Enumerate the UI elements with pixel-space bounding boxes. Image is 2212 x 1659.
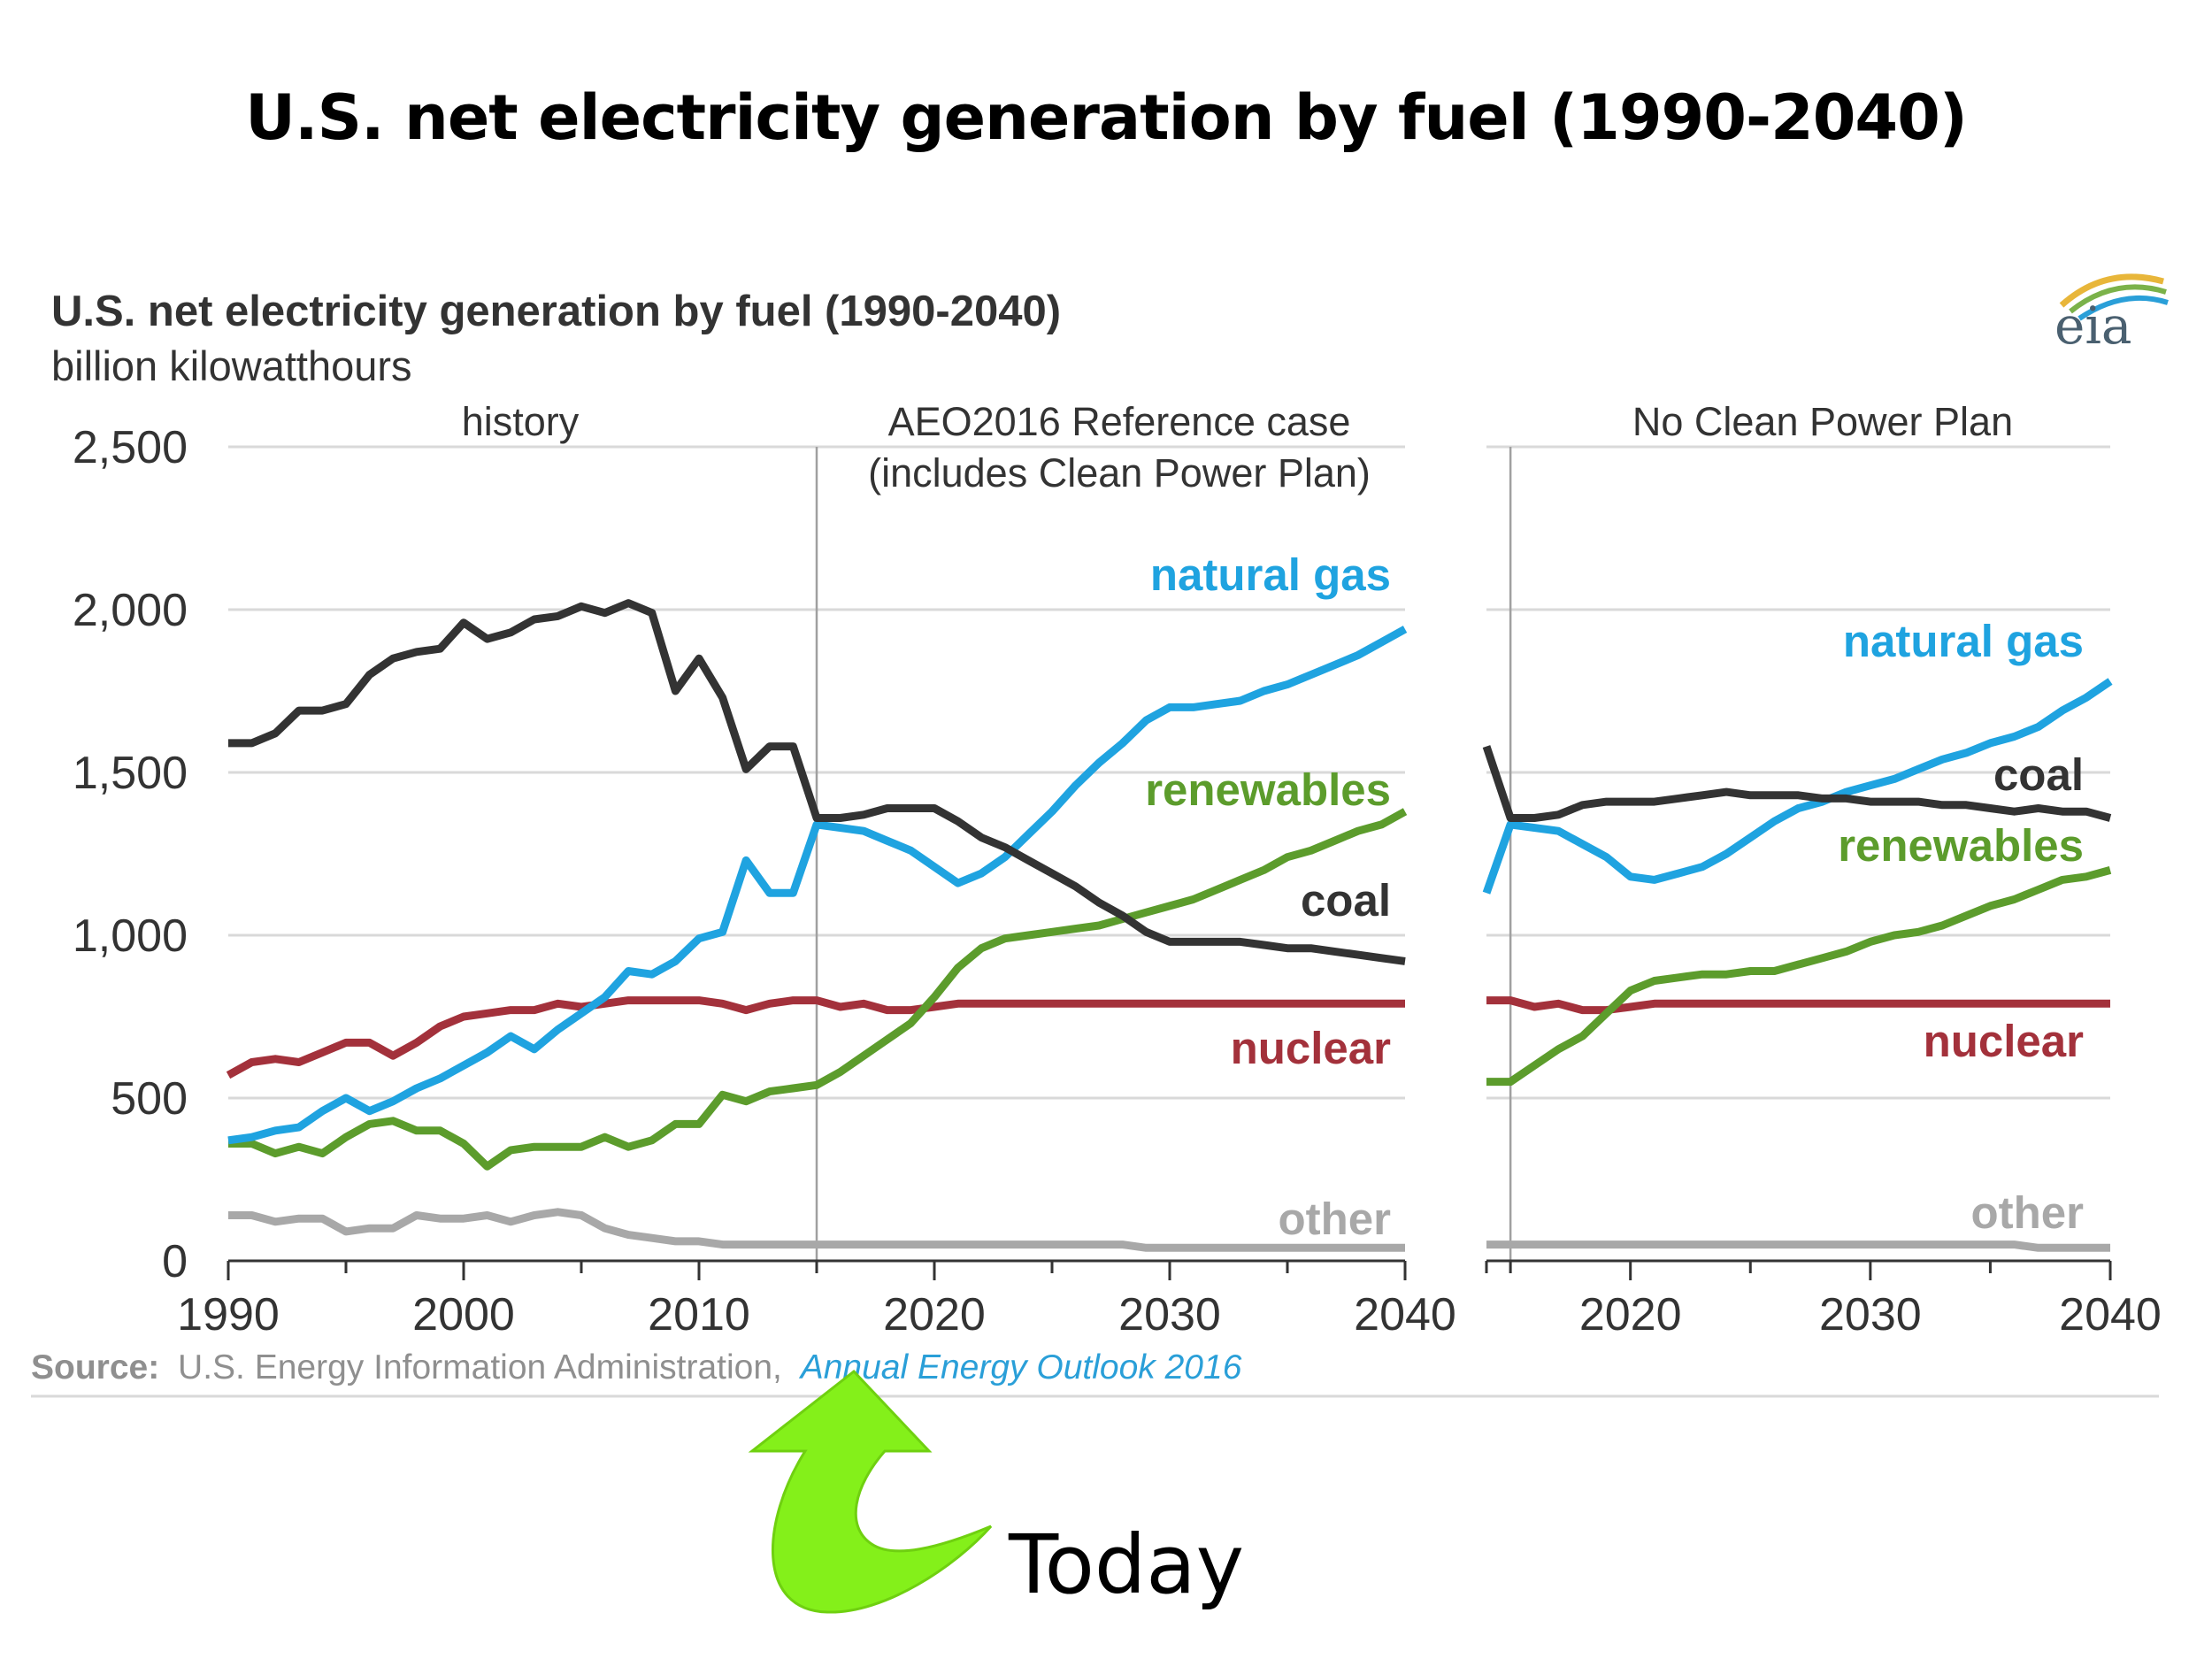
eia-logo-arc-green	[2069, 284, 2167, 314]
y-tick-label: 2,000	[73, 585, 188, 636]
eia-logo-icon	[2059, 273, 2164, 308]
panel-header-reference: AEO2016 Reference case	[888, 399, 1351, 444]
curved-arrow-icon	[748, 1369, 993, 1614]
chart-subtitle: billion kilowatthours	[51, 342, 412, 389]
grid-layer	[228, 445, 2110, 1261]
series-line-nuclear	[226, 996, 1405, 1079]
series-line-natural-gas	[1482, 678, 2113, 895]
series-line-other	[228, 1208, 1405, 1252]
series-line-nuclear	[1486, 996, 2110, 1015]
series-label-coal: coal	[1993, 749, 2084, 800]
label-layer: natural gas renewables coal nuclear other nat…	[1145, 549, 2084, 1244]
series-line-coal	[1482, 745, 2112, 822]
x-tick-label: 2030	[1819, 1289, 1922, 1340]
series-label-renewables: renewables	[1838, 820, 2084, 871]
y-tick-label: 0	[162, 1236, 188, 1287]
x-tick-label: 2020	[883, 1289, 986, 1340]
series-label-nuclear: nuclear	[1924, 1016, 2085, 1066]
slide-title: U.S. net electricity generation by fuel …	[245, 81, 1968, 154]
today-annotation: Today	[748, 1369, 1244, 1614]
panel-header-history: history	[462, 399, 580, 444]
series-label-natural-gas: natural gas	[1843, 616, 2084, 666]
x-tick-label: 2040	[1354, 1289, 1456, 1340]
panel-header-no-cpp: No Clean Power Plan	[1632, 399, 2013, 444]
series-line-natural-gas	[227, 626, 1408, 1145]
axis-layer: 0 500 1,000 1,500 2,000 2,500 1990 2000 2010 2020…	[73, 399, 2162, 1340]
source-line: Source: U.S. Energy Information Administ…	[31, 1348, 1242, 1386]
chart-title: U.S. net electricity generation by fuel …	[51, 288, 1061, 335]
x-tick-label: 2020	[1579, 1289, 1682, 1340]
eia-logo-arc-blue	[2078, 295, 2169, 321]
series-label-natural-gas: natural gas	[1150, 549, 1391, 600]
series-label-nuclear: nuclear	[1231, 1023, 1392, 1073]
series-line-renewables	[1486, 866, 2112, 1087]
source-text: U.S. Energy Information Administration,	[178, 1348, 782, 1386]
series-label-other: other	[1971, 1187, 2085, 1238]
x-tick-label: 1990	[177, 1289, 280, 1340]
series-label-renewables: renewables	[1145, 764, 1391, 815]
y-tick-label: 2,500	[73, 422, 188, 473]
series-line-coal	[228, 599, 1406, 965]
panel-header-reference: (includes Clean Power Plan)	[868, 450, 1371, 495]
x-tick-label: 2010	[648, 1289, 750, 1340]
x-tick-label: 2000	[412, 1289, 515, 1340]
y-tick-label: 500	[111, 1073, 188, 1125]
series-line-other	[1486, 1240, 2110, 1252]
series-layer	[226, 599, 2113, 1252]
source-prefix: Source:	[31, 1348, 159, 1386]
series-label-coal: coal	[1301, 875, 1391, 926]
today-label: Today	[1008, 1517, 1244, 1612]
source-link[interactable]: Annual Energy Outlook 2016	[799, 1348, 1242, 1386]
series-label-other: other	[1279, 1194, 1392, 1244]
series-line-renewables	[228, 808, 1408, 1171]
x-tick-label: 2030	[1118, 1289, 1221, 1340]
eia-logo-text: eia	[2055, 296, 2131, 356]
x-tick-label: 2040	[2059, 1289, 2162, 1340]
eia-logo: eia	[2055, 273, 2169, 356]
y-tick-label: 1,500	[73, 748, 188, 799]
y-tick-label: 1,000	[73, 910, 188, 962]
